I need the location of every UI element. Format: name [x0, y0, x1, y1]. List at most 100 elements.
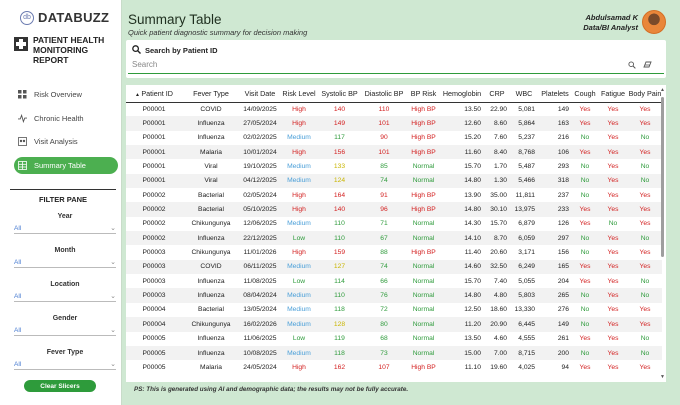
search-icon[interactable]: [628, 61, 636, 71]
table-cell: Yes: [639, 363, 651, 371]
table-cell: 7.60: [493, 134, 507, 142]
eraser-icon[interactable]: [643, 61, 652, 71]
table-cell: 06/11/2025: [240, 259, 280, 275]
table-cell: Influenza: [182, 116, 240, 131]
location-select[interactable]: All ⌄: [14, 292, 116, 302]
column-header[interactable]: Fatigue: [598, 85, 628, 103]
column-header[interactable]: Platelets: [538, 85, 572, 103]
column-header[interactable]: ▲ Patient ID: [126, 85, 182, 103]
table-cell: Yes: [628, 317, 662, 332]
table-row[interactable]: P00002 Bacterial 02/05/2024 High 164 91 High B…: [126, 188, 662, 202]
table-cell: P00001: [142, 105, 166, 113]
table-cell: Normal: [407, 173, 440, 189]
column-header[interactable]: Systolic BP: [318, 85, 361, 103]
table-row[interactable]: P00001 Influenza 27/05/2024 High 149 101 High …: [126, 116, 662, 131]
table-cell: 10/08/2025: [240, 345, 280, 361]
table-row[interactable]: P00001 Influenza 02/02/2025 Medium 117 90 High…: [126, 131, 662, 145]
sidebar-item-label: Risk Overview: [34, 90, 82, 99]
table-cell: 265: [538, 288, 572, 303]
column-header[interactable]: Fever Type: [182, 85, 240, 103]
table-cell: Yes: [598, 288, 628, 303]
table-cell: Yes: [628, 145, 662, 160]
column-header[interactable]: Cough: [572, 85, 598, 103]
table-cell: 124: [318, 173, 361, 189]
column-header[interactable]: WBC: [510, 85, 538, 103]
table-row[interactable]: P00005 Influenza 11/06/2025 Low 119 68 Normal 1…: [126, 332, 662, 346]
table-icon: [18, 160, 27, 170]
table-row[interactable]: P00002 Influenza 22/12/2025 Low 110 67 Normal 1…: [126, 231, 662, 246]
table-body: P00001 COVID 14/09/2025 High 140 110 High BP 13…: [126, 102, 662, 375]
table-cell: COVID: [200, 105, 222, 113]
sidebar-item-label: Chronic Health: [34, 113, 84, 123]
table-row[interactable]: P00005 Influenza 10/08/2025 Medium 118 73 Norm…: [126, 345, 662, 361]
clear-slicers-button[interactable]: Clear Slicers: [24, 380, 96, 392]
table-cell: Yes: [598, 202, 628, 217]
table-scrollbar[interactable]: ▲ ▼: [660, 85, 666, 382]
table-cell: 110: [318, 288, 361, 303]
column-header[interactable]: Diastolic BP: [361, 85, 407, 103]
column-header[interactable]: Body Pain: [628, 85, 662, 103]
table-row[interactable]: P00002 Bacterial 05/10/2025 High 140 96 High B…: [126, 202, 662, 217]
table-row[interactable]: P00001 Viral 19/10/2025 Medium 133 85 Normal 15…: [126, 159, 662, 173]
column-header[interactable]: BP Risk: [407, 85, 440, 103]
table-cell: 02/02/2025: [243, 134, 277, 142]
table-cell: 11.60: [440, 145, 484, 160]
table-cell: Low: [280, 231, 318, 246]
scroll-up-icon[interactable]: ▲: [660, 87, 665, 93]
table-cell: 14/09/2025: [243, 105, 277, 113]
chevron-down-icon: ⌄: [110, 361, 116, 368]
column-header-label: Fever Type: [193, 88, 229, 98]
month-select[interactable]: All ⌄: [14, 258, 116, 268]
table-cell: 35.00: [490, 191, 507, 199]
sidebar-item-summary-table[interactable]: Summary Table: [14, 156, 118, 174]
table-cell: 19.60: [490, 363, 507, 371]
table-cell: Normal: [407, 259, 440, 275]
table-row[interactable]: P00001 Malaria 10/01/2024 High 156 101 High BP…: [126, 145, 662, 160]
table-cell: No: [628, 288, 662, 303]
sidebar-item-chronic-health[interactable]: Chronic Health: [14, 110, 118, 127]
column-header-label: Systolic BP: [321, 88, 358, 98]
table-cell: Medium: [287, 306, 311, 314]
table-cell: 1.30: [484, 173, 510, 189]
table-cell: High BP: [411, 191, 436, 199]
table-cell: Yes: [607, 191, 619, 199]
table-cell: 76: [361, 288, 407, 303]
table-cell: 156: [557, 249, 569, 257]
table-cell: Yes: [639, 105, 651, 113]
table-row[interactable]: P00003 Chikungunya 11/01/2026 High 159 88 High…: [126, 245, 662, 259]
search-input[interactable]: Search: [132, 60, 158, 69]
column-header[interactable]: Hemoglobin: [440, 85, 484, 103]
sort-ascending-icon[interactable]: ▲: [135, 91, 142, 98]
table-row[interactable]: P00003 Influenza 08/04/2024 Medium 110 76 Norm…: [126, 288, 662, 303]
table-cell: 4.80: [484, 288, 510, 303]
table-row[interactable]: P00003 Influenza 11/08/2025 Low 114 66 Normal 1…: [126, 274, 662, 288]
table-cell: Yes: [572, 259, 598, 275]
fever-type-select[interactable]: All ⌄: [14, 360, 116, 370]
sidebar-item-visit-analysis[interactable]: Visit Analysis: [14, 133, 118, 150]
table-row[interactable]: P00003 COVID 06/11/2025 Medium 127 74 Normal 14…: [126, 259, 662, 275]
table-row[interactable]: P00001 Viral 04/12/2025 Medium 124 74 Normal 14…: [126, 173, 662, 189]
table-row[interactable]: P00004 Chikungunya 16/02/2026 Medium 128 80 No…: [126, 317, 662, 332]
table-cell: 8.40: [484, 145, 510, 160]
year-select[interactable]: All ⌄: [14, 224, 116, 234]
table-row[interactable]: P00001 COVID 14/09/2025 High 140 110 High BP 13…: [126, 102, 662, 116]
month-select-value: All: [14, 258, 22, 266]
column-header[interactable]: CRP: [484, 85, 510, 103]
sidebar-item-risk-overview[interactable]: Risk Overview: [14, 86, 118, 103]
column-header[interactable]: Risk Level: [280, 85, 318, 103]
gender-select[interactable]: All ⌄: [14, 326, 116, 336]
table-cell: High: [292, 363, 306, 371]
table-cell: 72: [380, 306, 388, 314]
column-header[interactable]: Visit Date: [240, 85, 280, 103]
scroll-down-icon[interactable]: ▼: [660, 374, 665, 380]
table-row[interactable]: P00002 Chikungunya 12/06/2025 Medium 110 71 No…: [126, 217, 662, 231]
table-cell: 27/05/2024: [240, 116, 280, 131]
table-cell: 73: [361, 345, 407, 361]
table-cell: 5,081: [518, 105, 535, 113]
table-cell: Low: [292, 277, 306, 285]
table-row[interactable]: P00005 Malaria 24/05/2024 High 162 107 High BP…: [126, 360, 662, 374]
table-cell: High BP: [411, 105, 436, 113]
scroll-thumb[interactable]: [661, 97, 664, 257]
table-row[interactable]: P00004 Bacterial 13/05/2024 Medium 118 72 Norm…: [126, 303, 662, 317]
table-cell: 101: [361, 145, 407, 160]
